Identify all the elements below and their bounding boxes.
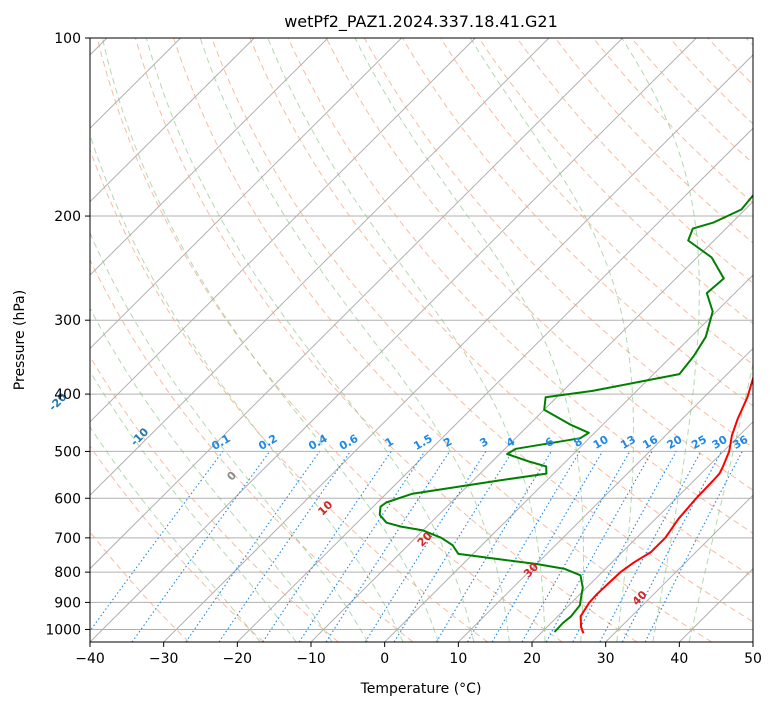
dry-adiabat-line: [287, 38, 753, 534]
mixing-ratio-line: [325, 451, 451, 642]
plot-frame: [89, 37, 754, 643]
isotherm-line: [90, 38, 255, 203]
x-tick-label: 20: [523, 651, 541, 667]
mixing-ratio-line: [298, 451, 426, 642]
dry-adiabat-line: [90, 258, 414, 642]
x-axis: −40 −30 −20 −10 0 10 20 30 40 50: [75, 642, 762, 667]
mixing-ratio-line: [185, 451, 321, 642]
moist-adiabat-line: [90, 370, 297, 642]
mixing-ratio-line: [393, 451, 513, 642]
mixing-ratio-line: [521, 451, 631, 642]
x-tick-label: 30: [597, 651, 615, 667]
dry-adiabat-line: [249, 38, 753, 578]
dewpoint-profile-line: [378, 193, 753, 633]
isotherm-line: [163, 54, 753, 642]
x-tick-label: −30: [149, 651, 179, 667]
y-tick-label: 100: [54, 31, 81, 47]
moist-adiabat-line: [354, 38, 584, 642]
x-tick-label: −20: [223, 651, 253, 667]
isotherm-line: [531, 421, 753, 642]
isotherm-line: [90, 38, 550, 496]
y-tick-label: 300: [54, 313, 81, 329]
mixing-ratio-line: [131, 451, 271, 642]
y-tick-label: 200: [54, 209, 81, 225]
x-tick-label: 10: [449, 651, 467, 667]
mixing-ratio-line: [262, 451, 392, 642]
moist-adiabat-line: [101, 38, 439, 642]
mixing-ratio-line: [90, 451, 224, 632]
isotherm-line: [90, 38, 623, 570]
x-axis-title: Temperature (°C): [360, 681, 482, 697]
y-tick-label: 900: [54, 595, 81, 611]
temperature-profile-line: [579, 375, 753, 634]
dry-adiabat-line: [90, 355, 339, 642]
x-tick-label: −10: [296, 651, 326, 667]
y-axis: 100 200 300 400 500 600 700 800 900 1000: [45, 31, 90, 638]
mixing-ratio-line: [218, 451, 351, 642]
isotherm-line: [90, 38, 329, 276]
moist-adiabat-line: [199, 38, 510, 642]
x-tick-label: 50: [744, 651, 762, 667]
series-layer: [378, 193, 753, 634]
moist-adiabat-line: [688, 361, 753, 642]
isotherm-line: [90, 38, 402, 350]
moist-adiabat-line: [621, 38, 700, 642]
background-lines: [90, 38, 753, 642]
dry-adiabat-line: [325, 38, 753, 491]
isotherm-line: [384, 274, 753, 642]
chart-title: wetPf2_PAZ1.2024.337.18.41.G21: [284, 12, 558, 32]
y-tick-label: 1000: [45, 622, 81, 638]
dry-adiabat-line: [90, 445, 264, 642]
dry-adiabat-line: [134, 38, 638, 642]
dry-adiabat-line: [173, 38, 712, 642]
x-tick-label: −40: [75, 651, 105, 667]
y-tick-label: 600: [54, 491, 81, 507]
y-tick-label: 800: [54, 565, 81, 581]
isotherm-line: [90, 38, 476, 423]
moist-adiabat-line: [90, 426, 261, 642]
moist-adiabat-line: [145, 38, 475, 642]
isotherm-line: [90, 38, 697, 642]
dry-adiabat-line: [96, 38, 563, 642]
line-labels: 0.10.20.40.611.52346810131620253036-100-…: [46, 390, 750, 608]
mixing-ratio-line: [644, 451, 743, 642]
mixing-ratio-line: [572, 451, 677, 642]
isotherm-line: [605, 494, 753, 642]
dry-adiabat-line: [516, 38, 753, 284]
y-tick-label: 400: [54, 387, 81, 403]
moist-adiabat-line: [90, 231, 369, 642]
moist-adiabat-line: [267, 38, 546, 642]
y-axis-title: Pressure (hPa): [12, 290, 28, 390]
moist-adiabat-line: [90, 307, 333, 642]
moist-adiabat-line: [90, 133, 404, 642]
isotherm-line: [457, 347, 753, 642]
isotherm-line: [236, 127, 753, 642]
x-tick-label: 40: [670, 651, 688, 667]
x-tick-label: 0: [380, 651, 389, 667]
mixing-ratio-line: [545, 451, 653, 642]
dry-adiabat-line: [211, 38, 753, 623]
y-tick-label: 700: [54, 531, 81, 547]
y-tick-label: 500: [54, 444, 81, 460]
